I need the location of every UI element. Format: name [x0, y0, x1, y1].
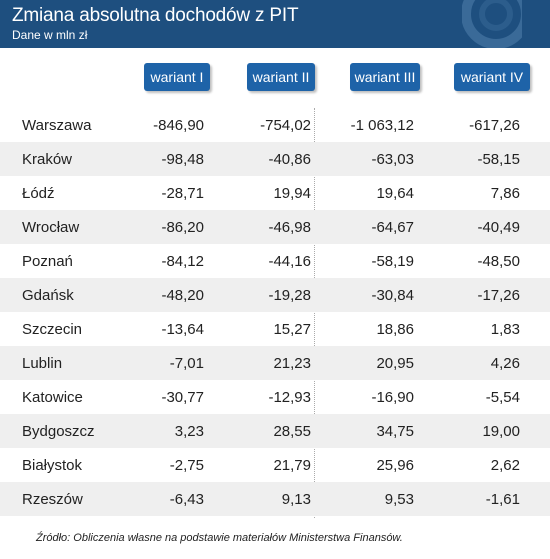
row-value-3: -58,19 [371, 253, 414, 270]
source-note: Źródło: Obliczenia własne na podstawie m… [36, 532, 403, 544]
row-city: Rzeszów [22, 491, 83, 508]
row-value-3: 9,53 [384, 491, 414, 508]
row-value-3: -63,03 [371, 151, 414, 168]
row-value-3: -64,67 [371, 219, 414, 236]
table-row: Kraków -98,48 -40,86 -63,03 -58,15 [0, 142, 550, 176]
row-value-1: -6,43 [169, 491, 204, 508]
row-value-1: -846,90 [153, 117, 204, 134]
column-header-1: wariant I [144, 63, 210, 91]
row-value-1: -2,75 [169, 457, 204, 474]
row-value-2: -754,02 [260, 117, 311, 134]
row-value-1: -98,48 [161, 151, 204, 168]
table-row: Rzeszów -6,43 9,13 9,53 -1,61 [0, 482, 550, 516]
table-row: Gdańsk -48,20 -19,28 -30,84 -17,26 [0, 278, 550, 312]
row-value-1: -48,20 [161, 287, 204, 304]
table-row: Lublin -7,01 21,23 20,95 4,26 [0, 346, 550, 380]
row-value-2: 21,79 [273, 457, 311, 474]
row-value-2: -19,28 [268, 287, 311, 304]
row-value-3: 34,75 [376, 423, 414, 440]
row-value-4: -48,50 [477, 253, 520, 270]
row-city: Kraków [22, 151, 73, 168]
row-value-1: -84,12 [161, 253, 204, 270]
row-value-4: -1,61 [485, 491, 520, 508]
table-row: Bydgoszcz 3,23 28,55 34,75 19,00 [0, 414, 550, 448]
row-value-4: -617,26 [469, 117, 520, 134]
row-value-4: 1,83 [490, 321, 520, 338]
table-row: Łódź -28,71 19,94 19,64 7,86 [0, 176, 550, 210]
row-value-3: 25,96 [376, 457, 414, 474]
row-city: Lublin [22, 355, 63, 372]
row-city: Warszawa [22, 117, 92, 134]
row-value-4: 2,62 [490, 457, 520, 474]
column-header-3: wariant III [350, 63, 420, 91]
row-city: Łódź [22, 185, 55, 202]
row-value-4: 4,26 [490, 355, 520, 372]
row-value-3: -30,84 [371, 287, 414, 304]
row-city: Katowice [22, 389, 83, 406]
chart-subtitle: Dane w mln zł [12, 28, 88, 42]
row-value-1: -13,64 [161, 321, 204, 338]
row-value-3: 19,64 [376, 185, 414, 202]
row-value-1: -28,71 [161, 185, 204, 202]
row-value-3: 18,86 [376, 321, 414, 338]
column-header-2: wariant II [247, 63, 315, 91]
row-value-2: -44,16 [268, 253, 311, 270]
row-city: Bydgoszcz [22, 423, 95, 440]
row-value-2: -46,98 [268, 219, 311, 236]
column-headers: wariant I wariant II wariant III wariant IV [0, 48, 550, 108]
row-value-2: 21,23 [273, 355, 311, 372]
row-value-4: -5,54 [485, 389, 520, 406]
row-value-2: 28,55 [273, 423, 311, 440]
row-value-4: -58,15 [477, 151, 520, 168]
table-row: Szczecin -13,64 15,27 18,86 1,83 [0, 312, 550, 346]
row-value-1: -30,77 [161, 389, 204, 406]
column-header-4: wariant IV [454, 63, 530, 91]
row-city: Gdańsk [22, 287, 74, 304]
row-value-1: -86,20 [161, 219, 204, 236]
row-value-2: 19,94 [273, 185, 311, 202]
row-value-4: 19,00 [482, 423, 520, 440]
row-city: Wrocław [22, 219, 80, 236]
chart-title: Zmiana absolutna dochodów z PIT [12, 5, 299, 26]
row-value-2: -12,93 [268, 389, 311, 406]
row-value-4: -17,26 [477, 287, 520, 304]
row-value-2: -40,86 [268, 151, 311, 168]
row-value-1: -7,01 [169, 355, 204, 372]
table-row: Warszawa -846,90 -754,02 -1 063,12 -617,26 [0, 108, 550, 142]
table-row: Białystok -2,75 21,79 25,96 2,62 [0, 448, 550, 482]
row-value-3: -16,90 [371, 389, 414, 406]
table-row: Katowice -30,77 -12,93 -16,90 -5,54 [0, 380, 550, 414]
row-value-4: -40,49 [477, 219, 520, 236]
logo-icon [462, 0, 522, 48]
row-value-2: 15,27 [273, 321, 311, 338]
row-value-4: 7,86 [490, 185, 520, 202]
table-row: Wrocław -86,20 -46,98 -64,67 -40,49 [0, 210, 550, 244]
row-value-1: 3,23 [174, 423, 204, 440]
chart-header: Zmiana absolutna dochodów z PIT Dane w m… [0, 0, 550, 48]
row-city: Szczecin [22, 321, 83, 338]
row-value-3: -1 063,12 [350, 117, 414, 134]
table-row: Poznań -84,12 -44,16 -58,19 -48,50 [0, 244, 550, 278]
row-city: Białystok [22, 457, 83, 474]
row-value-3: 20,95 [376, 355, 414, 372]
row-city: Poznań [22, 253, 73, 270]
column-divider [314, 108, 315, 518]
row-value-2: 9,13 [281, 491, 311, 508]
